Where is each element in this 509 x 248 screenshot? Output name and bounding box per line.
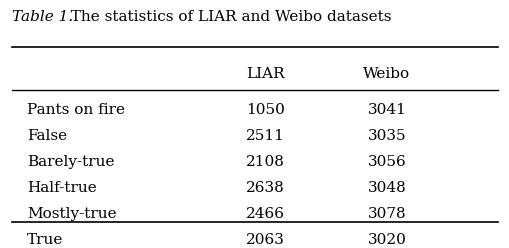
- Text: 3048: 3048: [367, 181, 406, 195]
- Text: True: True: [26, 233, 63, 247]
- Text: 2638: 2638: [245, 181, 284, 195]
- Text: 3020: 3020: [366, 233, 406, 247]
- Text: 2511: 2511: [245, 129, 284, 143]
- Text: 3041: 3041: [366, 103, 406, 117]
- Text: False: False: [26, 129, 67, 143]
- Text: 3078: 3078: [367, 207, 405, 221]
- Text: 2466: 2466: [245, 207, 284, 221]
- Text: Mostly-true: Mostly-true: [26, 207, 116, 221]
- Text: Pants on fire: Pants on fire: [26, 103, 125, 117]
- Text: Table 1.: Table 1.: [12, 10, 73, 25]
- Text: The statistics of LIAR and Weibo datasets: The statistics of LIAR and Weibo dataset…: [61, 10, 391, 25]
- Text: Half-true: Half-true: [26, 181, 96, 195]
- Text: 2063: 2063: [245, 233, 284, 247]
- Text: Weibo: Weibo: [362, 67, 410, 81]
- Text: 1050: 1050: [245, 103, 284, 117]
- Text: LIAR: LIAR: [245, 67, 284, 81]
- Text: Barely-true: Barely-true: [26, 155, 114, 169]
- Text: 2108: 2108: [245, 155, 284, 169]
- Text: 3035: 3035: [367, 129, 405, 143]
- Text: 3056: 3056: [367, 155, 406, 169]
